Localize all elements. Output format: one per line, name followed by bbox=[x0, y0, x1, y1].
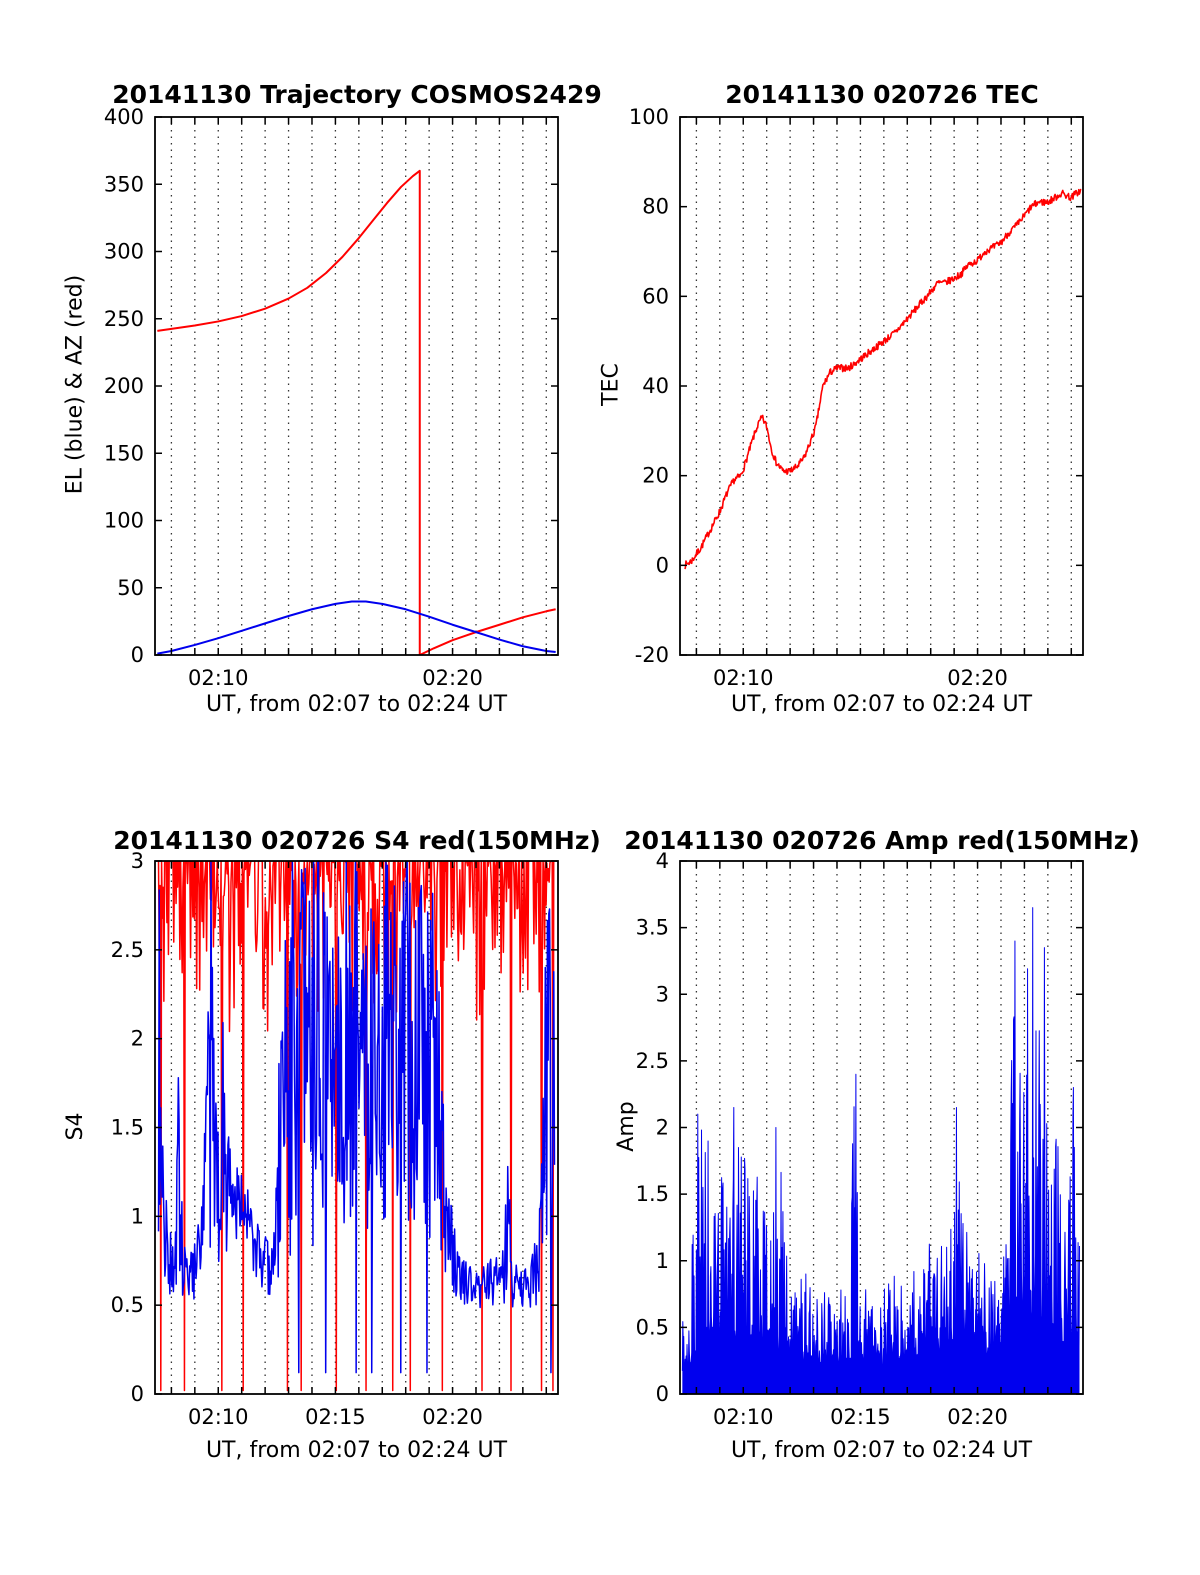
x-tick-label: 02:20 bbox=[422, 666, 483, 690]
y-tick-label: 2 bbox=[131, 1027, 144, 1051]
axes-box bbox=[679, 860, 1084, 1395]
y-tick-label: 2.5 bbox=[111, 938, 144, 962]
y-tick-label: 2.5 bbox=[636, 1049, 669, 1073]
series-S4-blue bbox=[157, 861, 556, 1374]
y-axis-label-s4: S4 bbox=[63, 1112, 88, 1141]
y-tick-label: 150 bbox=[104, 441, 144, 465]
chart-title-amp: 20141130 020726 Amp red(150MHz) bbox=[624, 826, 1140, 855]
y-tick-label: 0 bbox=[656, 553, 669, 577]
tick-labels: 02:10 02:15 02:20 0 0.5 1 1.5 2 2.5 3 3.5 4 bbox=[636, 849, 1008, 1429]
chart-title-s4: 20141130 020726 S4 red(150MHz) bbox=[113, 826, 601, 855]
x-axis-label-trajectory: UT, from 02:07 to 02:24 UT bbox=[205, 692, 508, 717]
series-AZ bbox=[157, 169, 556, 655]
y-tick-label: 0 bbox=[131, 643, 144, 667]
y-tick-label: 1.5 bbox=[111, 1116, 144, 1140]
tick-labels: 02:10 02:15 02:20 0 0.5 1 1.5 2 2.5 3 bbox=[111, 849, 483, 1429]
series-Amp-150MHz bbox=[681, 907, 1080, 1378]
chart-title-tec: 20141130 020726 TEC bbox=[725, 80, 1039, 109]
x-tick-label: 02:20 bbox=[947, 1405, 1008, 1429]
y-tick-label: 100 bbox=[629, 105, 669, 129]
x-axis-label-tec: UT, from 02:07 to 02:24 UT bbox=[730, 692, 1033, 717]
chart-title-trajectory: 20141130 Trajectory COSMOS2429 bbox=[112, 80, 602, 109]
plot-area-amp: 02:10 02:15 02:20 0 0.5 1 1.5 2 2.5 3 3.5 4 bbox=[636, 849, 1084, 1429]
y-tick-label: 1 bbox=[131, 1204, 144, 1228]
x-axis-label-s4: UT, from 02:07 to 02:24 UT bbox=[205, 1438, 508, 1463]
y-tick-label: 4 bbox=[656, 849, 669, 873]
tick-labels: 02:10 02:20 -20 0 20 40 60 80 100 bbox=[629, 105, 1008, 690]
x-gridlines bbox=[170, 117, 547, 655]
x-gridlines bbox=[695, 861, 1072, 1394]
x-tick-label: 02:20 bbox=[422, 1405, 483, 1429]
y-tick-label: 3 bbox=[656, 982, 669, 1006]
y-tick-label: 50 bbox=[117, 576, 144, 600]
y-tick-label: 350 bbox=[104, 172, 144, 196]
y-tick-label: 300 bbox=[104, 240, 144, 264]
plot-area-tec: 02:10 02:20 -20 0 20 40 60 80 100 bbox=[629, 105, 1084, 690]
y-axis-label-tec: TEC bbox=[598, 363, 624, 406]
y-tick-label: 1 bbox=[656, 1249, 669, 1273]
y-tick-label: 3 bbox=[131, 849, 144, 873]
x-tick-label: 02:10 bbox=[713, 1405, 774, 1429]
chart-trajectory: 02:10 02:20 0 50 100 150 200 250 300 350 400 20141… bbox=[0, 0, 602, 787]
y-tick-label: -20 bbox=[635, 643, 669, 667]
tick-labels: 02:10 02:20 0 50 100 150 200 250 300 350 400 bbox=[104, 105, 483, 690]
axes-box bbox=[154, 860, 559, 1395]
x-gridlines bbox=[170, 861, 547, 1394]
y-tick-label: 250 bbox=[104, 307, 144, 331]
series-group bbox=[157, 169, 556, 655]
series-TEC bbox=[684, 188, 1082, 570]
series-group bbox=[681, 907, 1080, 1394]
axes-box bbox=[154, 116, 559, 656]
plot-area-trajectory: 02:10 02:20 0 50 100 150 200 250 300 350 400 bbox=[104, 105, 559, 690]
series-EL bbox=[157, 600, 556, 655]
y-tick-label: 2 bbox=[656, 1116, 669, 1140]
y-axis-label-amp: Amp bbox=[614, 1101, 639, 1152]
y-tick-label: 80 bbox=[642, 195, 669, 219]
x-tick-label: 02:10 bbox=[713, 666, 774, 690]
y-tick-label: 400 bbox=[104, 105, 144, 129]
y-tick-label: 0 bbox=[656, 1382, 669, 1406]
series-group bbox=[684, 188, 1082, 570]
y-axis-label-trajectory: EL (blue) & AZ (red) bbox=[62, 274, 88, 495]
y-tick-label: 200 bbox=[104, 374, 144, 398]
plot-area-s4: 02:10 02:15 02:20 0 0.5 1 1.5 2 2.5 3 bbox=[111, 849, 559, 1429]
chart-amp: 02:10 02:15 02:20 0 0.5 1 1.5 2 2.5 3 3.5 4 2014113… bbox=[600, 788, 1200, 1575]
y-tick-label: 0.5 bbox=[636, 1315, 669, 1339]
y-tick-label: 0 bbox=[131, 1382, 144, 1406]
y-tick-label: 1.5 bbox=[636, 1182, 669, 1206]
y-tick-label: 0.5 bbox=[111, 1293, 144, 1317]
x-axis-label-amp: UT, from 02:07 to 02:24 UT bbox=[730, 1438, 1033, 1463]
x-gridlines bbox=[695, 117, 1072, 655]
x-tick-label: 02:10 bbox=[188, 1405, 249, 1429]
y-tick-label: 100 bbox=[104, 509, 144, 533]
y-tick-label: 20 bbox=[642, 464, 669, 488]
x-tick-label: 02:10 bbox=[188, 666, 249, 690]
y-tick-label: 40 bbox=[642, 374, 669, 398]
axes-box bbox=[679, 116, 1084, 656]
x-tick-label: 02:20 bbox=[947, 666, 1008, 690]
series-fill-Amp-150MHz bbox=[682, 907, 1080, 1394]
chart-s4: 02:10 02:15 02:20 0 0.5 1 1.5 2 2.5 3 20141130 02… bbox=[0, 788, 601, 1575]
y-tick-label: 3.5 bbox=[636, 916, 669, 940]
chart-tec: 02:10 02:20 -20 0 20 40 60 80 100 20141130 02072… bbox=[598, 0, 1200, 787]
y-tick-label: 60 bbox=[642, 284, 669, 308]
x-tick-label: 02:15 bbox=[305, 1405, 366, 1429]
x-tick-label: 02:15 bbox=[830, 1405, 891, 1429]
